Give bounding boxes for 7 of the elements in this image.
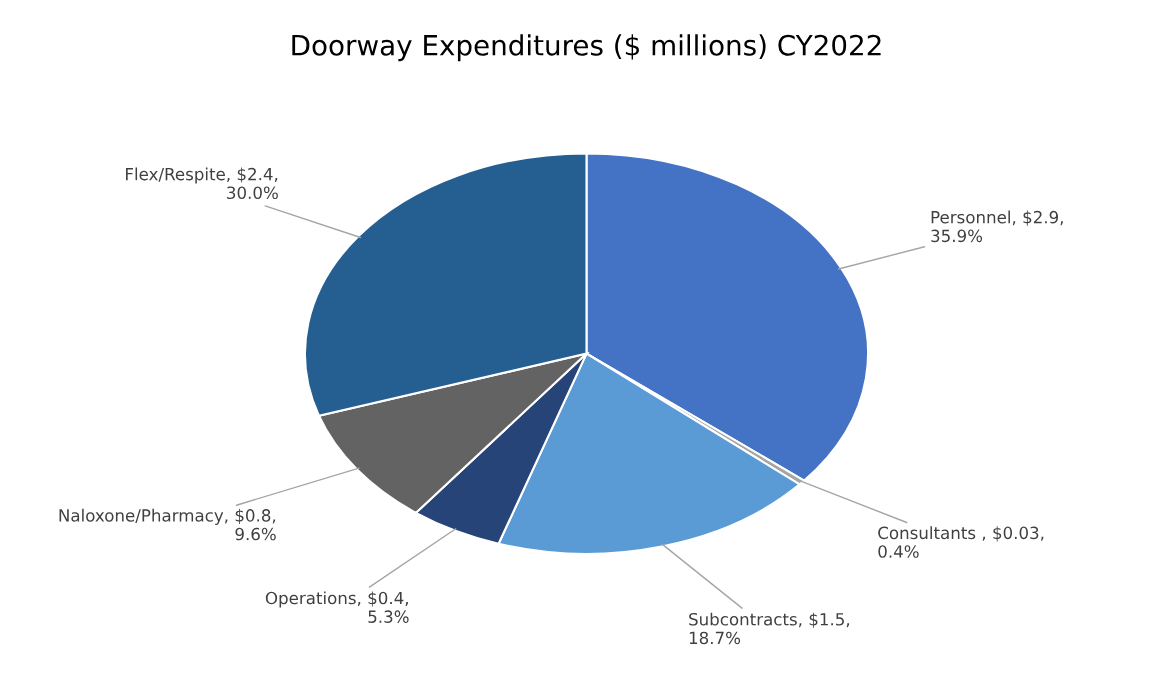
slice-label: Operations, $0.4, 5.3% <box>265 591 409 623</box>
slice-label: Flex/Respite, $2.4, 30.0% <box>126 167 278 200</box>
slice-label: Subcontracts, $1.5, 18.7% <box>689 612 850 645</box>
slice-label: Naloxone/Pharmacy, $0.8, 9.6% <box>59 508 276 541</box>
slice-label: Consultants , $0.03, 0.4% <box>878 526 1044 558</box>
slice-label: Personnel, $2.9, 35.9% <box>931 210 1063 243</box>
chart-title: Doorway Expenditures ($ millions) CY2022 <box>292 34 881 62</box>
